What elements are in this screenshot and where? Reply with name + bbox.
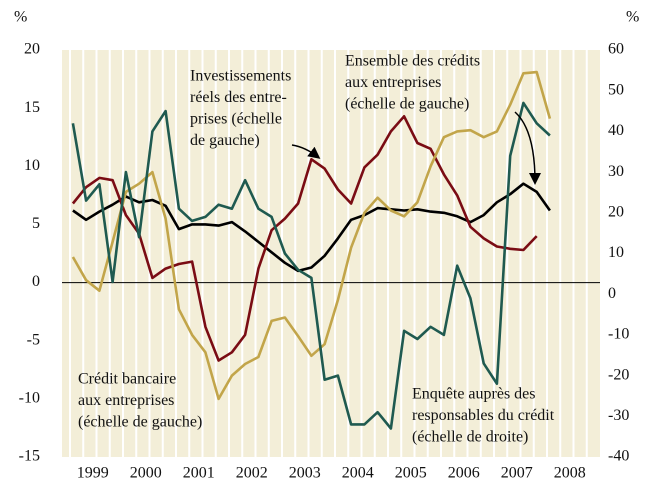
series-label: prises (échelle xyxy=(190,111,282,128)
x-tick-label: 2006 xyxy=(448,465,480,482)
y2-tick-label: -20 xyxy=(608,366,629,383)
x-tick-label: 2003 xyxy=(289,465,321,482)
x-tick-label: 2002 xyxy=(236,465,268,482)
x-tick-label: 2008 xyxy=(554,465,586,482)
y2-tick-label: -10 xyxy=(608,326,629,343)
arrow xyxy=(514,111,541,185)
series-label: (échelle de gauche) xyxy=(345,96,469,113)
y-tick-label: -5 xyxy=(27,331,40,348)
arrow xyxy=(291,144,321,159)
x-tick-label: 2007 xyxy=(501,465,533,482)
x-tick-label: 2000 xyxy=(130,465,162,482)
plot-background xyxy=(62,50,600,457)
y-tick-label: 0 xyxy=(32,273,40,290)
y-tick-label: 20 xyxy=(24,41,40,58)
series-label: Enquête auprès des xyxy=(412,386,536,403)
y2-tick-label: -30 xyxy=(608,407,629,424)
series-label: aux entreprises xyxy=(345,74,441,91)
series-label: (échelle de droite) xyxy=(412,429,528,446)
y2-tick-label: 0 xyxy=(608,285,616,302)
series-line xyxy=(71,115,538,362)
series-line xyxy=(71,70,552,401)
y2-tick-label: 10 xyxy=(608,244,624,261)
series-label: de gauche) xyxy=(190,132,260,149)
y2-tick-label: 30 xyxy=(608,163,624,180)
y2-tick-label: -40 xyxy=(608,448,629,465)
series-label: responsables du crédit xyxy=(412,407,555,424)
y-unit: % xyxy=(14,9,27,26)
x-tick-label: 2005 xyxy=(395,465,427,482)
y-tick-label: -10 xyxy=(19,390,40,407)
y2-tick-label: 40 xyxy=(608,122,624,139)
x-tick-label: 2001 xyxy=(183,465,215,482)
y2-tick-label: 20 xyxy=(608,203,624,220)
y2-tick-label: 50 xyxy=(608,81,624,98)
y2-unit: % xyxy=(626,9,639,26)
series-label: Investissements xyxy=(190,68,291,85)
x-tick-label: 2004 xyxy=(342,465,374,482)
series-label: réels des entre- xyxy=(190,89,287,106)
y-tick-label: 15 xyxy=(24,99,40,116)
series-label: (échelle de gauche) xyxy=(78,414,202,431)
series-label: Crédit bancaire xyxy=(78,371,176,388)
y-tick-label: -15 xyxy=(19,448,40,465)
series-label: aux entreprises xyxy=(78,392,174,409)
y2-tick-label: 60 xyxy=(608,41,624,58)
y-tick-label: 10 xyxy=(24,157,40,174)
series-label: Ensemble des crédits xyxy=(345,53,480,70)
x-tick-label: 1999 xyxy=(77,465,109,482)
series-line xyxy=(71,101,551,430)
y-tick-label: 5 xyxy=(32,215,40,232)
series-line xyxy=(72,182,551,273)
